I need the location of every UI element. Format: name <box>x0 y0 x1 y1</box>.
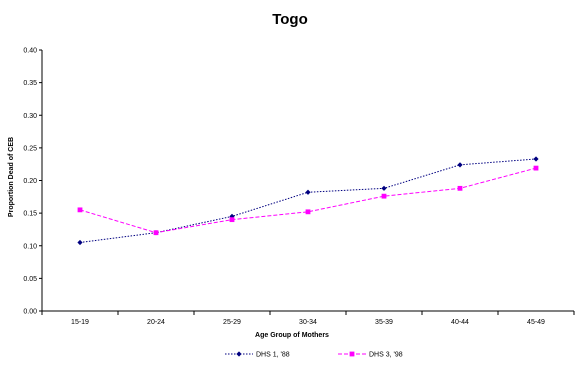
x-tick-label: 15-19 <box>71 319 89 326</box>
legend-label: DHS 3, '98 <box>369 352 403 359</box>
y-axis-label: Proportion Dead of CEB <box>8 137 15 217</box>
x-tick-label: 45-49 <box>527 319 545 326</box>
data-point <box>457 162 463 168</box>
legend-item: DHS 1, '88 <box>225 351 290 359</box>
series-1 <box>77 156 539 246</box>
y-tick-label: 0.10 <box>23 243 37 250</box>
data-point <box>533 156 539 162</box>
data-point <box>77 207 83 213</box>
y-tick-labels: 0.00 0.05 0.10 0.15 0.20 0.25 0.30 0.35 0.40 <box>23 48 42 316</box>
y-tick-label: 0.30 <box>23 113 37 120</box>
chart-series <box>77 156 539 246</box>
legend-item: DHS 3, '98 <box>338 352 403 359</box>
chart-legend: DHS 1, '88 DHS 3, '98 <box>225 351 403 359</box>
legend-marker <box>236 351 242 357</box>
data-point <box>381 193 387 199</box>
data-point <box>457 185 463 191</box>
data-point <box>229 217 235 223</box>
y-tick-label: 0.25 <box>23 145 37 152</box>
data-point <box>381 185 387 191</box>
x-tick-label: 20-24 <box>147 319 165 326</box>
data-point <box>305 209 311 215</box>
x-tick-label: 40-44 <box>451 319 469 326</box>
series-line <box>79 167 537 234</box>
data-point <box>153 230 159 236</box>
x-tick-labels: 15-19 20-24 25-29 30-34 35-39 40-44 45-49 <box>41 311 575 326</box>
x-tick-label: 35-39 <box>375 319 393 326</box>
y-tick-label: 0.20 <box>23 178 37 185</box>
chart-title: Togo <box>272 11 308 28</box>
chart-axes <box>41 50 574 312</box>
y-tick-label: 0.35 <box>23 80 37 87</box>
data-point <box>533 165 539 171</box>
series-2 <box>77 165 539 236</box>
x-tick-label: 30-34 <box>299 319 317 326</box>
data-point <box>305 189 311 195</box>
data-point <box>77 239 83 246</box>
x-axis-label: Age Group of Mothers <box>255 332 329 339</box>
series-line <box>79 158 537 243</box>
y-tick-label: 0.05 <box>23 276 37 283</box>
y-tick-label: 0.15 <box>23 211 37 218</box>
legend-label: DHS 1, '88 <box>256 352 290 359</box>
x-tick-label: 25-29 <box>223 319 241 326</box>
y-tick-label: 0.00 <box>23 309 37 316</box>
legend-marker <box>349 351 355 357</box>
y-tick-label: 0.40 <box>23 48 37 55</box>
